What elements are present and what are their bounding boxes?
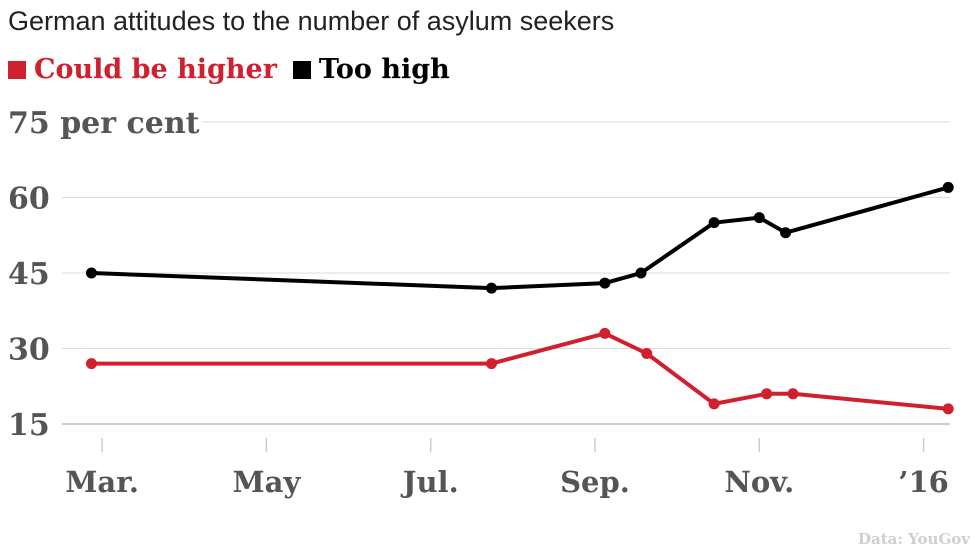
x-tick-label-nov: Nov. [724,465,794,499]
data-point-too-high-3 [635,267,647,279]
data-point-too-high-5 [753,212,765,224]
y-tick-label-75: 75 per cent [8,106,200,141]
legend-item-too-high: Too high [292,54,450,85]
legend: Could be higher Too high [8,54,466,85]
x-tick-label-jul: Jul. [400,465,459,499]
data-point-too-high-4 [708,217,720,229]
data-point-too-high-6 [780,227,792,239]
data-point-too-high-7 [942,181,954,193]
data-point-too-high-1 [486,282,497,294]
y-tick-label-15: 15 [8,408,50,443]
data-point-too-high-2 [599,277,611,289]
y-tick-label-30: 30 [8,333,50,368]
x-tick-label-16: ’16 [898,465,948,499]
x-tick-label-sep: Sep. [560,465,630,499]
legend-swatch-could-be-higher [8,60,26,79]
data-point-could-be-higher-5 [761,388,773,400]
x-tick-label-may: May [233,465,302,499]
y-tick-label-45: 45 [8,257,50,292]
data-point-could-be-higher-4 [708,398,720,410]
data-point-could-be-higher-1 [486,358,497,370]
data-point-could-be-higher-2 [599,327,611,339]
legend-swatch-too-high [292,60,311,79]
data-point-could-be-higher-0 [85,358,97,370]
data-point-could-be-higher-3 [641,348,653,360]
source-note: Data: YouGov [858,530,971,548]
legend-label-too-high: Too high [318,54,450,85]
x-tick-label-mar: Mar. [65,465,139,499]
series-line-could-be-higher [89,331,951,411]
data-point-too-high-0 [85,267,97,279]
legend-item-could-be-higher: Could be higher [8,54,277,85]
y-tick-label-60: 60 [8,182,50,217]
legend-label-could-be-higher: Could be higher [34,54,277,85]
chart-title: German attitudes to the number of asylum… [8,6,615,36]
data-point-could-be-higher-7 [942,403,954,415]
data-point-could-be-higher-6 [787,388,799,400]
